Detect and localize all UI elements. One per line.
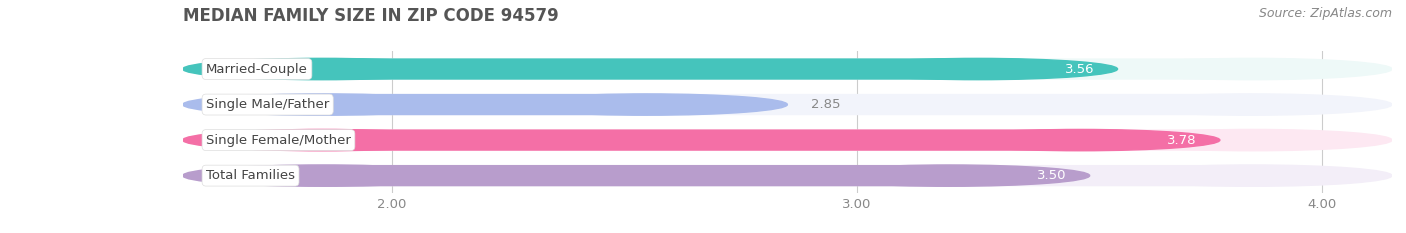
FancyBboxPatch shape bbox=[322, 165, 950, 186]
Circle shape bbox=[183, 94, 461, 115]
FancyBboxPatch shape bbox=[322, 58, 1253, 80]
Circle shape bbox=[183, 58, 461, 80]
Text: Total Families: Total Families bbox=[207, 169, 295, 182]
Text: 3.78: 3.78 bbox=[1167, 134, 1197, 147]
Circle shape bbox=[183, 165, 461, 186]
Text: 3.50: 3.50 bbox=[1036, 169, 1066, 182]
Text: Source: ZipAtlas.com: Source: ZipAtlas.com bbox=[1258, 7, 1392, 20]
Text: MEDIAN FAMILY SIZE IN ZIP CODE 94579: MEDIAN FAMILY SIZE IN ZIP CODE 94579 bbox=[183, 7, 558, 25]
Text: Single Male/Father: Single Male/Father bbox=[207, 98, 329, 111]
Circle shape bbox=[183, 165, 461, 186]
Circle shape bbox=[183, 130, 461, 151]
Circle shape bbox=[838, 58, 1118, 80]
FancyBboxPatch shape bbox=[322, 130, 1253, 151]
Circle shape bbox=[1114, 94, 1392, 115]
Text: Single Female/Mother: Single Female/Mother bbox=[207, 134, 352, 147]
FancyBboxPatch shape bbox=[322, 165, 1253, 186]
Circle shape bbox=[183, 58, 461, 80]
Text: 3.56: 3.56 bbox=[1064, 62, 1094, 75]
FancyBboxPatch shape bbox=[322, 130, 1080, 151]
FancyBboxPatch shape bbox=[322, 58, 979, 80]
Text: 2.85: 2.85 bbox=[811, 98, 841, 111]
Circle shape bbox=[1114, 58, 1392, 80]
Circle shape bbox=[1114, 165, 1392, 186]
Text: Married-Couple: Married-Couple bbox=[207, 62, 308, 75]
FancyBboxPatch shape bbox=[322, 94, 1253, 115]
Circle shape bbox=[183, 94, 461, 115]
Circle shape bbox=[941, 130, 1220, 151]
Circle shape bbox=[183, 130, 461, 151]
Circle shape bbox=[509, 94, 787, 115]
Circle shape bbox=[1114, 130, 1392, 151]
Circle shape bbox=[811, 165, 1090, 186]
FancyBboxPatch shape bbox=[322, 94, 648, 115]
